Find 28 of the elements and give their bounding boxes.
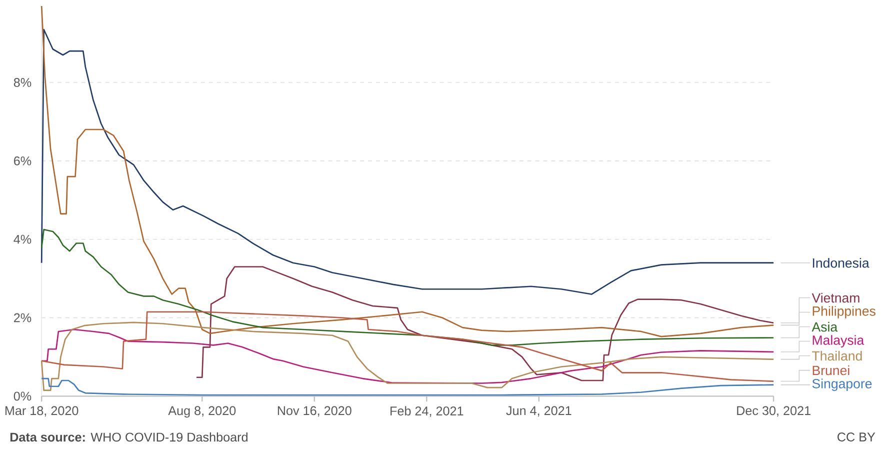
x-tick-label: Nov 16, 2020 xyxy=(278,406,352,417)
line-series xyxy=(40,28,774,295)
line-series xyxy=(40,328,774,384)
text: Brunei xyxy=(812,365,850,376)
text: Philippines xyxy=(812,306,876,318)
text: Indonesia xyxy=(812,258,870,268)
text: Malaysia xyxy=(812,335,864,348)
text: CC BY xyxy=(838,432,876,442)
x-tick-label: Feb 24, 2021 xyxy=(390,406,464,417)
line-series xyxy=(40,322,774,391)
x-tick-label: Dec 30, 2021 xyxy=(737,406,810,417)
y-tick-label: 8% xyxy=(14,78,32,87)
text: Data source: WHO COVID-19 Dashboard xyxy=(10,432,248,442)
text: Thailand xyxy=(812,350,862,361)
text: Vietnam xyxy=(812,292,860,303)
y-tick-label: 2% xyxy=(14,313,32,322)
text: Asia xyxy=(812,322,838,332)
line-series xyxy=(40,228,774,346)
y-tick-label: 0% xyxy=(14,392,32,401)
line-series xyxy=(40,5,774,338)
text: Singapore xyxy=(812,378,872,392)
y-tick-label: 4% xyxy=(14,234,32,244)
line-series xyxy=(196,266,774,382)
x-tick-label: Aug 8, 2020 xyxy=(168,406,236,418)
line-series xyxy=(40,311,774,382)
x-tick-label: Mar 18, 2020 xyxy=(5,406,78,417)
x-tick-label: Jun 4, 2021 xyxy=(506,406,572,417)
y-tick-label: 6% xyxy=(14,156,32,166)
